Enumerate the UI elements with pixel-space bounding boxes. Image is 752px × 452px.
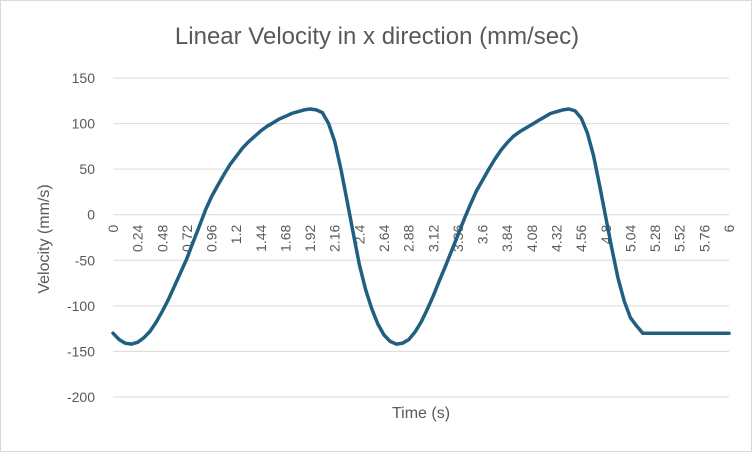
x-tick-label: 0.96 xyxy=(204,225,220,252)
x-tick-label: 6 xyxy=(721,225,737,233)
x-tick-label: 5.04 xyxy=(622,225,638,252)
y-tick-label: -200 xyxy=(67,389,95,405)
x-tick-label: 5.76 xyxy=(696,225,712,252)
x-tick-label: 1.92 xyxy=(302,225,318,252)
x-tick-label: 4.56 xyxy=(573,225,589,252)
y-tick-label: 100 xyxy=(72,116,96,132)
x-tick-label: 5.28 xyxy=(647,225,663,252)
x-tick-label: 4.32 xyxy=(549,225,565,252)
x-tick-label: 1.68 xyxy=(277,225,293,252)
x-tick-label: 0.24 xyxy=(130,225,146,252)
gridlines xyxy=(113,77,729,398)
y-tick-label: -150 xyxy=(67,343,95,359)
x-tick-label: 0 xyxy=(105,225,121,233)
y-axis-ticks: 150 100 50 0 -50 -100 -150 -200 xyxy=(67,70,95,405)
y-axis-label: Velocity (mm/s) xyxy=(36,184,53,293)
series-line-velocity xyxy=(111,107,731,346)
x-tick-label: 4.08 xyxy=(524,225,540,252)
x-tick-label: 5.52 xyxy=(672,225,688,252)
chart-title: Linear Velocity in x direction (mm/sec) xyxy=(175,23,579,50)
x-tick-label: 0.48 xyxy=(154,225,170,252)
y-tick-label: -100 xyxy=(67,298,95,314)
x-tick-label: 3.6 xyxy=(475,225,491,245)
x-tick-label: 3.84 xyxy=(499,225,515,252)
x-axis-label: Time (s) xyxy=(392,405,450,422)
x-axis-ticks: 0 0.24 0.48 0.72 0.96 1.2 1.44 1.68 1.92 2.16 2.4 2… xyxy=(105,225,737,252)
x-tick-label: 1.2 xyxy=(228,225,244,245)
y-tick-label: 50 xyxy=(79,161,95,177)
y-tick-label: -50 xyxy=(75,252,95,268)
x-tick-label: 2.16 xyxy=(327,225,343,252)
x-tick-label: 1.44 xyxy=(253,225,269,252)
x-tick-label: 2.88 xyxy=(401,225,417,252)
x-tick-label: 3.12 xyxy=(425,225,441,252)
x-tick-label: 2.64 xyxy=(376,225,392,252)
y-tick-label: 0 xyxy=(87,207,95,223)
y-tick-label: 150 xyxy=(72,70,96,86)
